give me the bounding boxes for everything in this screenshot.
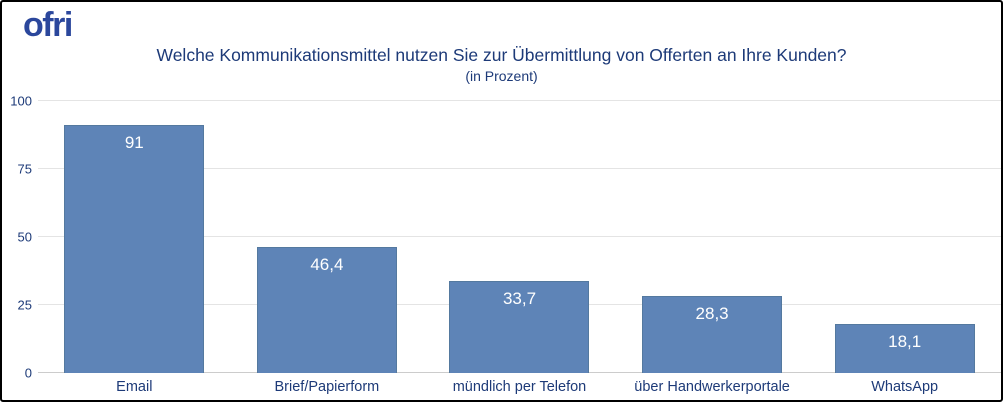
x-axis-label-email: Email — [116, 379, 153, 395]
chart-title: Welche Kommunikationsmittel nutzen Sie z… — [156, 45, 847, 65]
gridline-75 — [38, 168, 1001, 169]
y-tick-label-50: 50 — [17, 229, 32, 245]
chart-subtitle: (in Prozent) — [465, 68, 538, 84]
bar-value-label: 33,7 — [502, 289, 537, 309]
bar-whatsapp[interactable]: 18,1 — [834, 323, 975, 373]
bar-slot: 28,3 — [616, 101, 809, 373]
bar-value-label: 46,4 — [310, 254, 344, 274]
bar-value-label: 91 — [124, 133, 144, 153]
bar-email[interactable]: 91 — [64, 125, 205, 373]
bar--ber-handwerkerportale[interactable]: 28,3 — [642, 296, 783, 373]
y-tick-label-0: 0 — [24, 365, 32, 381]
plot-area: 91 46,4 33,7 28,3 18,1 — [38, 100, 1001, 373]
bar-m-ndlich-per-telefon[interactable]: 33,7 — [449, 281, 590, 373]
bar-value-label: 28,3 — [695, 304, 729, 324]
gridline-100 — [38, 100, 1001, 101]
bar-brief-papierform[interactable]: 46,4 — [256, 246, 397, 373]
bar-slot: 18,1 — [808, 101, 1001, 373]
bar-slot: 46,4 — [231, 101, 424, 373]
x-axis-label--ber-handwerkerportale: über Handwerkerportale — [634, 379, 790, 395]
x-axis-labels: Email Brief/Papierform mündlich per Telefo… — [38, 379, 1001, 395]
x-axis-label-brief-papierform: Brief/Papierform — [274, 379, 380, 395]
bar-series: 91 46,4 33,7 28,3 18,1 — [38, 101, 1001, 373]
y-tick-label-25: 25 — [17, 297, 32, 313]
bar-slot: 33,7 — [423, 101, 616, 373]
bar-value-label: 18,1 — [888, 331, 922, 351]
x-axis-label-m-ndlich-per-telefon: mündlich per Telefon — [452, 379, 587, 395]
gridline-50 — [38, 236, 1001, 237]
x-axis-label-whatsapp: WhatsApp — [871, 379, 939, 395]
bar-slot: 91 — [38, 101, 231, 373]
ofri-logo: ofri — [23, 6, 73, 44]
y-tick-label-100: 100 — [10, 93, 32, 109]
y-tick-label-75: 75 — [17, 161, 32, 177]
